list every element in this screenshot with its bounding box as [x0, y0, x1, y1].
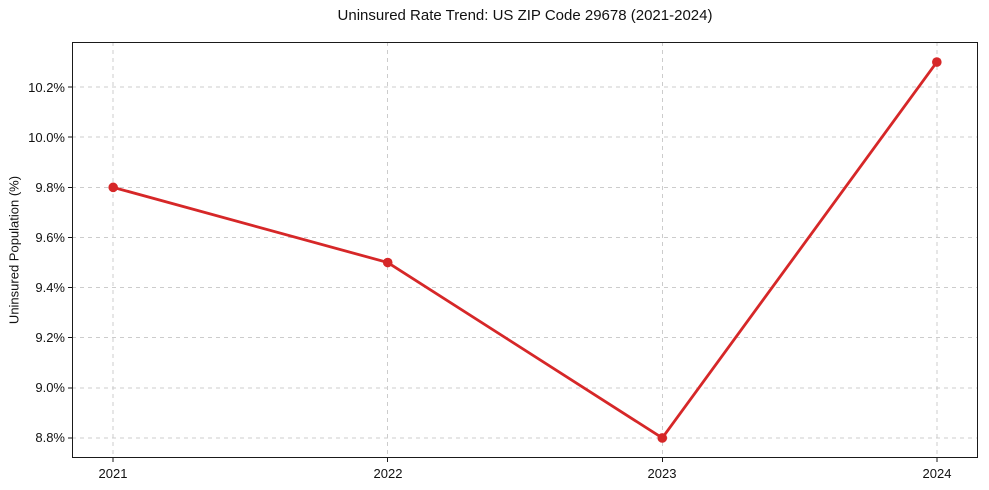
trend-line [111, 60, 939, 440]
data-point-marker [382, 257, 393, 268]
y-tick-label: 9.4% [35, 280, 65, 295]
data-point-marker [657, 433, 668, 443]
y-tick-label: 10.0% [28, 130, 65, 145]
data-point-marker [108, 182, 118, 193]
x-tick-label: 2022 [373, 466, 403, 481]
y-tick-label: 9.2% [35, 330, 65, 345]
x-tick-label: 2021 [98, 466, 128, 481]
y-tick-label: 10.2% [28, 80, 65, 95]
data-point-marker [932, 57, 942, 67]
y-tick-label: 9.6% [35, 230, 65, 245]
y-tick-label: 9.8% [35, 180, 65, 195]
plot-border [71, 41, 979, 459]
y-tick-label: 9.0% [35, 380, 65, 395]
chart-title: Uninsured Rate Trend: US ZIP Code 29678 … [337, 7, 713, 24]
y-tick-label: 8.8% [35, 430, 65, 445]
x-tick-label: 2023 [647, 466, 677, 481]
x-tick-label: 2024 [922, 466, 952, 481]
